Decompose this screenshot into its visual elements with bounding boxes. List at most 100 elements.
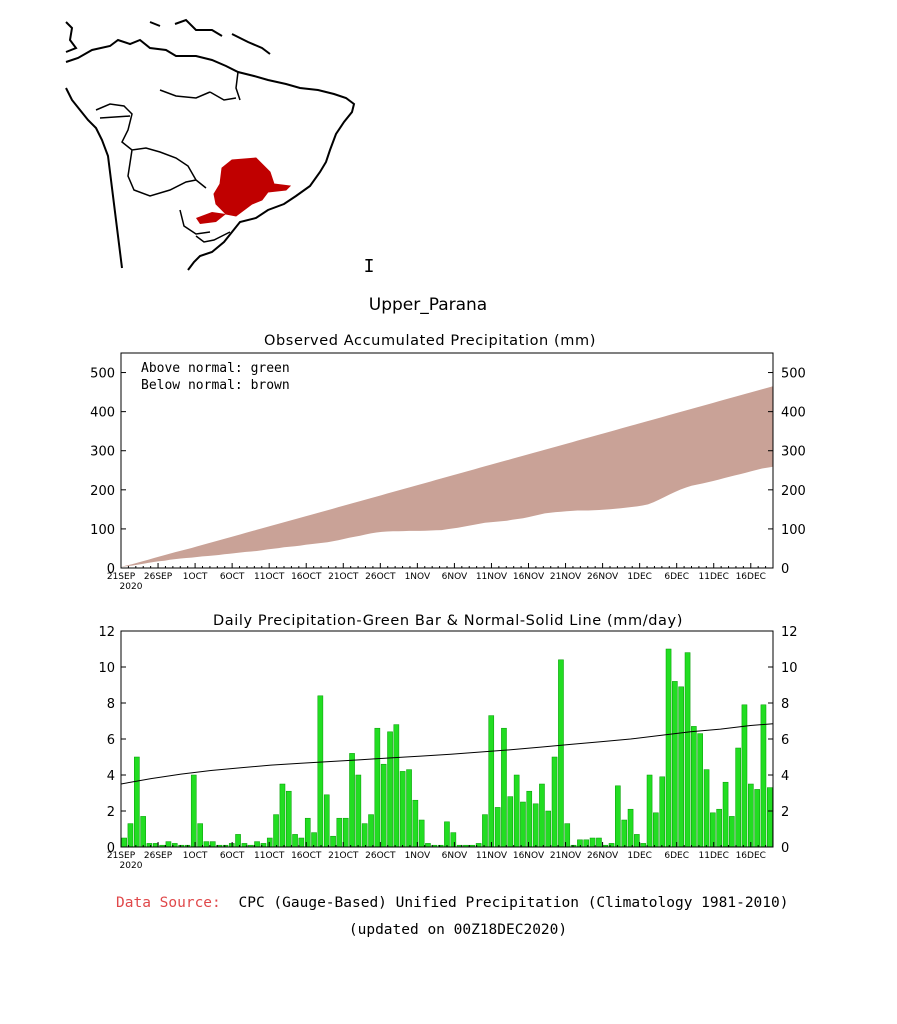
chart2-bar (399, 771, 406, 848)
chart1-title: Observed Accumulated Precipitation (mm) (264, 333, 596, 349)
chart2-bar (684, 652, 691, 848)
chart2-xtick-label: 11OCT (254, 851, 285, 861)
chart2-xtick-label: 6OCT (220, 851, 245, 861)
chart2-bar (134, 756, 140, 848)
chart2-xtick-label: 16OCT (291, 851, 322, 861)
chart2-bar (735, 747, 741, 848)
chart1-area-layer (121, 386, 773, 567)
chart2-bar (349, 753, 355, 848)
chart1-ytick-label-left: 500 (90, 367, 115, 382)
chart2-xtick-label: 16DEC (736, 851, 766, 861)
chart2-xtick-label: 26SEP (144, 851, 173, 861)
chart2-bar (374, 727, 381, 848)
chart2-bar (551, 756, 558, 848)
chart2-bar (298, 837, 305, 848)
chart2-ytick-label-left: 12 (98, 625, 115, 640)
chart1-xtick-label: 26NOV (587, 572, 619, 582)
chart2-bar (589, 837, 596, 848)
chart2-year-label: 2020 (120, 861, 143, 871)
chart2-bar (368, 814, 374, 848)
map-borders (95, 71, 241, 235)
chart2-bar (330, 835, 336, 848)
chart1-ytick-label-left: 0 (107, 562, 115, 577)
chart1-xtick-label: 11OCT (254, 572, 285, 582)
chart2-ytick-label-left: 2 (107, 805, 115, 820)
chart1-xtick-label: 21SEP (107, 572, 136, 582)
chart2-bar (393, 724, 400, 848)
chart2-bar (444, 821, 450, 848)
chart2-ytick-label-right: 12 (781, 625, 798, 640)
chart2-bar (697, 733, 703, 848)
data-source-label: Data Source: (116, 895, 221, 911)
chart2-xtick-label: 6DEC (664, 851, 689, 861)
chart1-ytick-label-right: 0 (781, 562, 789, 577)
chart2-ytick-label-left: 4 (107, 769, 115, 784)
chart2-bar (748, 783, 754, 848)
chart2-ytick-label-left: 8 (107, 697, 115, 712)
chart1-ytick-label-right: 200 (781, 484, 806, 499)
chart1-year-label: 2020 (120, 582, 143, 592)
chart2-bar (323, 794, 330, 848)
chart2-bar (279, 783, 286, 848)
chart1-xtick-label: 6OCT (220, 572, 245, 582)
chart1-ytick-label-right: 400 (781, 406, 806, 421)
chart2-xtick-label: 16NOV (513, 851, 545, 861)
chart2-ytick-label-right: 10 (781, 661, 798, 676)
chart2-bar (285, 790, 292, 848)
chart2-xtick-label: 11NOV (476, 851, 508, 861)
upper-parana-basin-tail (196, 212, 226, 224)
chart2-bar (488, 715, 495, 848)
chart2-bar (190, 774, 197, 848)
chart2-bar (532, 803, 539, 848)
chart2-bar (558, 659, 564, 848)
chart2-bar (545, 810, 552, 848)
chart1-xtick-label: 26OCT (365, 572, 396, 582)
chart2-bar (494, 807, 501, 848)
chart2-bar (678, 686, 684, 848)
chart1-ytick-label-right: 500 (781, 367, 806, 382)
chart2-bar (336, 817, 343, 848)
chart2-bar (526, 790, 533, 848)
chart2-bar (520, 801, 526, 848)
chart1-xtick-label: 11NOV (476, 572, 508, 582)
region-title: Upper_Parana (369, 295, 487, 315)
chart2-xtick-label: 21SEP (107, 851, 136, 861)
chart1-ytick-label-right: 100 (781, 523, 806, 538)
chart1-xtick-label: 6NOV (442, 572, 468, 582)
accumulated-precip-chart: Observed Accumulated Precipitation (mm) … (90, 333, 806, 592)
chart1-ytick-label-left: 300 (90, 445, 115, 460)
chart2-ytick-label-right: 0 (781, 841, 789, 856)
chart2-ytick-label-left: 6 (107, 733, 115, 748)
chart2-bar (311, 832, 317, 848)
chart1-xtick-label: 11DEC (699, 572, 729, 582)
chart2-bar (634, 834, 640, 848)
chart2-xtick-label: 26NOV (587, 851, 619, 861)
chart2-bar (406, 769, 412, 848)
chart2-bar (653, 812, 659, 848)
chart2-bar (273, 814, 279, 848)
chart1-xtick-label: 1DEC (627, 572, 652, 582)
chart2-bar (355, 774, 362, 848)
text-cursor-icon: I (364, 256, 375, 277)
chart1-xtick-label: 16NOV (513, 572, 545, 582)
chart1-xtick-label: 6DEC (664, 572, 689, 582)
chart2-bar (146, 843, 153, 848)
chart2-bar (203, 841, 210, 848)
chart2-xtick-label: 26OCT (365, 851, 396, 861)
chart2-bar (380, 763, 387, 848)
chart2-bar (127, 823, 134, 848)
chart2-bar (539, 783, 545, 848)
chart2-ytick-label-left: 0 (107, 841, 115, 856)
chart1-xtick-label: 26SEP (144, 572, 173, 582)
chart2-bar (710, 812, 716, 848)
chart1-xtick-label: 1OCT (183, 572, 208, 582)
daily-precip-chart: Daily Precipitation-Green Bar & Normal-S… (98, 613, 797, 871)
chart1-x-axis: 21SEP 26SEP 1OCT 6OCT 11OCT 16OCT 21OCT 26OCT 1N… (107, 563, 767, 592)
chart2-bar (241, 843, 248, 848)
chart1-ytick-label-left: 400 (90, 406, 115, 421)
chart2-bar (317, 695, 324, 848)
chart2-bar (627, 808, 634, 848)
chart1-xtick-label: 21NOV (550, 572, 582, 582)
chart2-ytick-label-right: 6 (781, 733, 789, 748)
